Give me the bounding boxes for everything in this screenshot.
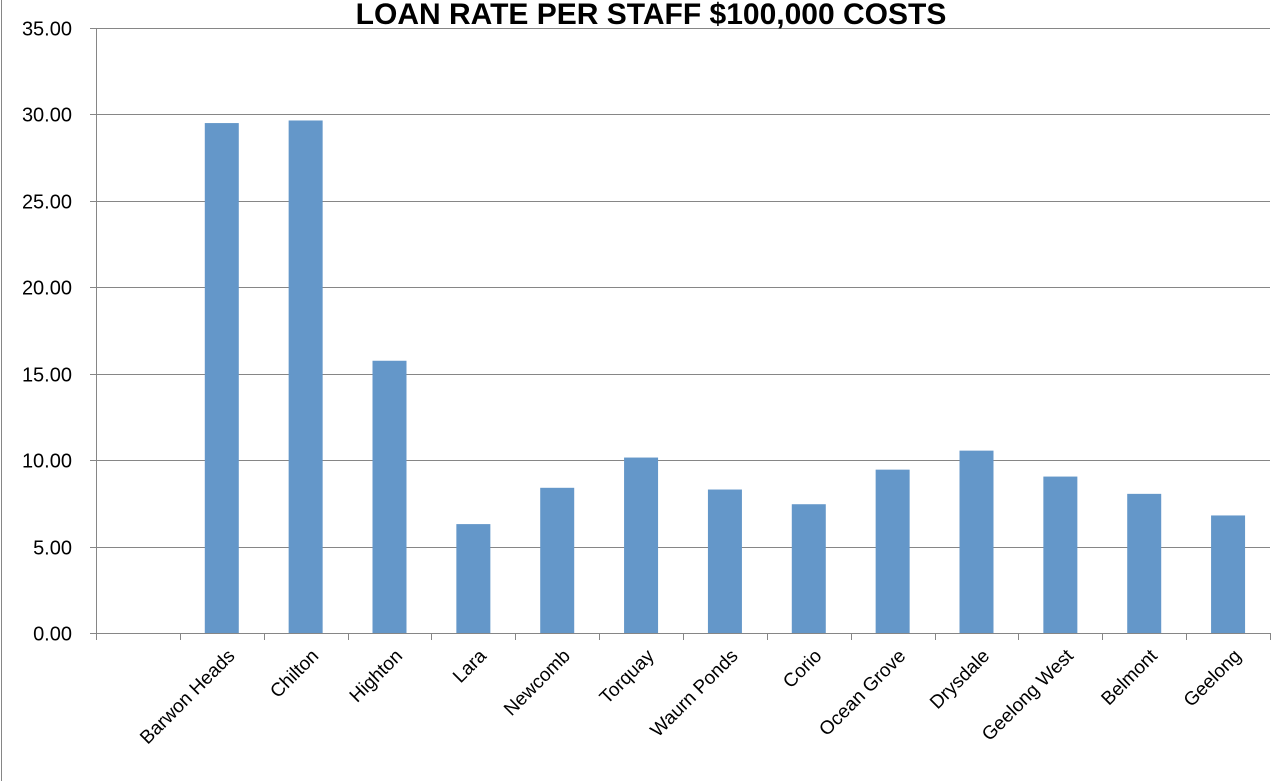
- x-axis: Barwon Heads Chilton Highton Lara Newcomb Tor…: [96, 633, 1271, 749]
- bar: [288, 120, 323, 633]
- x-category-label: Waurn Ponds: [647, 646, 743, 742]
- bar: [959, 450, 994, 633]
- bar: [875, 469, 910, 633]
- x-category-label: Geelong: [1180, 646, 1246, 712]
- chart-title: LOAN RATE PER STAFF $100,000 COSTS: [356, 0, 947, 31]
- x-category-label: Chilton: [266, 646, 323, 703]
- x-category-label: Barwon Heads: [136, 646, 239, 749]
- y-tick-label: 20.00: [22, 278, 72, 300]
- bar: [1211, 515, 1246, 633]
- x-category-label: Belmont: [1098, 645, 1163, 710]
- bar: [372, 360, 407, 633]
- y-axis: 0.00 5.00 10.00 15.00 20.00 25.00 30.00 35.00: [22, 19, 97, 646]
- x-category-label: Corio: [779, 646, 826, 693]
- y-tick-label: 35.00: [22, 19, 72, 41]
- x-category-label: Ocean Grove: [815, 646, 910, 741]
- bar: [624, 457, 659, 633]
- bars: [204, 120, 1246, 634]
- x-category-label: Highton: [346, 646, 407, 707]
- y-tick-label: 15.00: [22, 365, 72, 387]
- bar: [1043, 476, 1078, 633]
- bar: [204, 123, 239, 634]
- y-tick-label: 5.00: [33, 538, 72, 560]
- bar: [707, 489, 742, 633]
- y-tick-label: 25.00: [22, 192, 72, 214]
- x-category-label: Torquay: [596, 645, 659, 708]
- y-tick-label: 10.00: [22, 451, 72, 473]
- x-category-label: Drysdale: [926, 646, 994, 714]
- y-tick-label: 0.00: [33, 624, 72, 646]
- bar: [1127, 493, 1162, 633]
- y-tick-label: 30.00: [22, 105, 72, 127]
- bar: [540, 487, 575, 633]
- bar: [791, 504, 826, 633]
- x-category-label: Newcomb: [500, 646, 575, 721]
- x-category-label: Lara: [449, 645, 491, 687]
- bar: [456, 524, 491, 633]
- gridlines: [96, 28, 1270, 548]
